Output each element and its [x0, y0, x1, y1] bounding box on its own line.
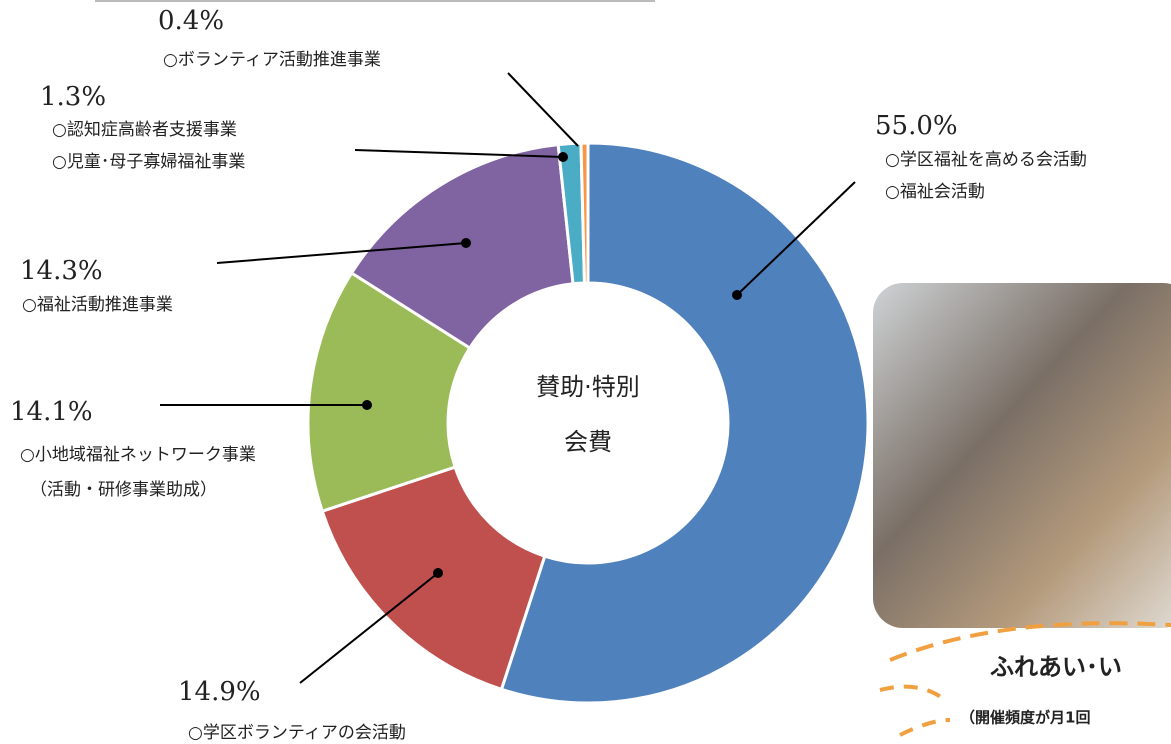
- category-label: ○福祉会活動: [885, 182, 985, 202]
- leader-dot: [433, 568, 443, 578]
- category-label: ○学区福祉を高める会活動: [885, 150, 1087, 170]
- leader-dot: [558, 152, 568, 162]
- leader-line: [508, 73, 578, 146]
- leader-dot: [732, 290, 742, 300]
- category-label: ○ボランティア活動推進事業: [163, 50, 381, 70]
- dashed-frame: [880, 687, 950, 735]
- value-label: 1.3%: [40, 82, 106, 112]
- value-label: 14.9%: [178, 677, 261, 707]
- category-label: （活動・研修事業助成）: [30, 480, 217, 500]
- category-label: ○児童･母子寡婦福祉事業: [52, 152, 245, 172]
- category-label: ○小地域福祉ネットワーク事業: [20, 445, 256, 465]
- leader-dot: [362, 400, 372, 410]
- category-label: ○学区ボランティアの会活動: [188, 723, 406, 743]
- photo-caption: ふれあい･い: [990, 653, 1122, 681]
- value-label: 14.1%: [10, 397, 93, 427]
- value-label: 0.4%: [158, 6, 224, 36]
- center-label: 会費: [564, 428, 612, 456]
- center-label: 賛助·特別: [536, 373, 640, 401]
- photo: [873, 283, 1171, 628]
- category-label: ○認知症高齢者支援事業: [52, 120, 237, 140]
- category-label: ○福祉活動推進事業: [22, 295, 173, 315]
- value-label: 14.3%: [20, 256, 103, 286]
- photo-subcaption: （開催頻度が月1回: [960, 709, 1090, 727]
- chart: ふれあい･い （開催頻度が月1回 55.0% ○学区福祉を高める会活動 ○福祉会活動…: [0, 0, 1171, 744]
- leader-dot: [461, 238, 471, 248]
- value-label: 55.0%: [875, 111, 958, 141]
